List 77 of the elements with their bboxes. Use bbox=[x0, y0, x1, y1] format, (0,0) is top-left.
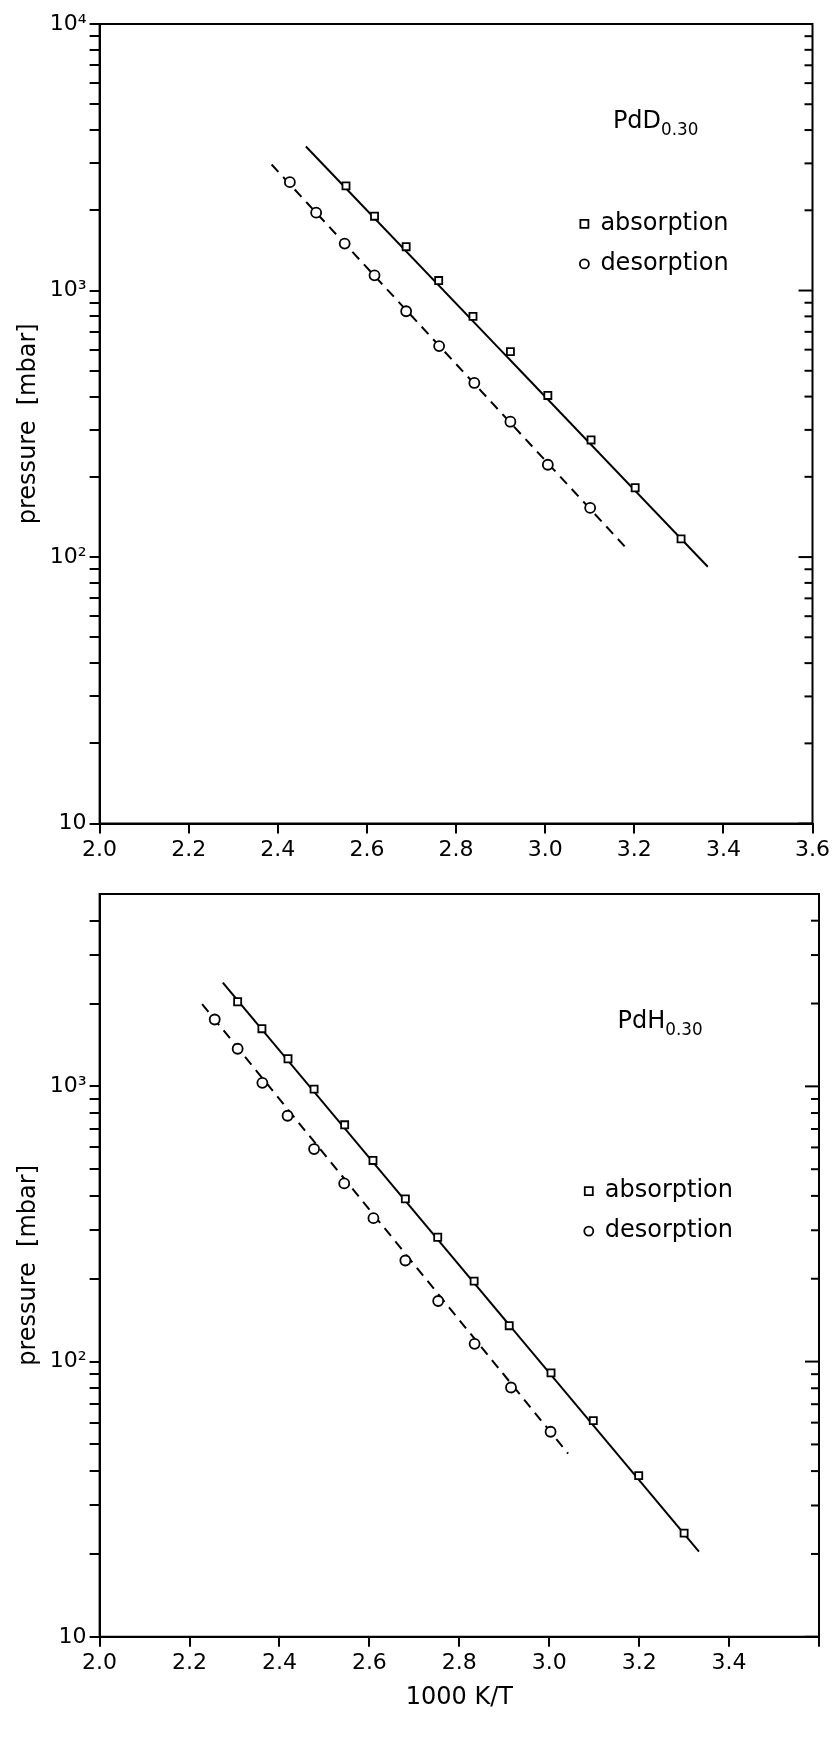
point bbox=[634, 1471, 644, 1481]
point bbox=[676, 534, 686, 544]
point bbox=[468, 377, 481, 389]
x-tick-label: 3.4 bbox=[711, 1648, 747, 1674]
legend-label: desorption bbox=[604, 1215, 734, 1244]
point bbox=[505, 1381, 517, 1394]
point bbox=[231, 1042, 244, 1055]
point bbox=[630, 483, 640, 493]
y-tick-label: 10 bbox=[58, 809, 87, 835]
point bbox=[541, 458, 554, 471]
point bbox=[544, 1425, 557, 1438]
x-tick-label: 3.6 bbox=[795, 835, 831, 861]
point bbox=[546, 1368, 556, 1378]
point bbox=[340, 1120, 350, 1130]
point bbox=[400, 305, 413, 318]
x-tick-label: 2.6 bbox=[349, 835, 385, 861]
point bbox=[434, 276, 444, 285]
x-tick-label: 3.2 bbox=[616, 835, 652, 861]
point bbox=[433, 1232, 443, 1242]
x-tick-label: 2.4 bbox=[261, 1648, 297, 1674]
point bbox=[367, 1212, 380, 1225]
point bbox=[433, 340, 446, 352]
y-tick-label: 10³ bbox=[49, 276, 87, 302]
point bbox=[399, 1254, 412, 1267]
x-tick-label: 2.2 bbox=[171, 835, 207, 861]
x-tick-label: 2.6 bbox=[351, 1648, 387, 1674]
legend-label: desorption bbox=[600, 248, 729, 277]
x-tick-label: 3.0 bbox=[527, 835, 563, 861]
point bbox=[368, 1156, 378, 1165]
point bbox=[504, 1321, 514, 1331]
point bbox=[256, 1076, 269, 1089]
point bbox=[370, 211, 379, 221]
point bbox=[233, 997, 243, 1007]
x-tick-label: 3.2 bbox=[621, 1648, 657, 1674]
point bbox=[257, 1024, 267, 1034]
point bbox=[310, 206, 323, 219]
x-tick-label: 2.2 bbox=[172, 1648, 208, 1674]
point bbox=[283, 1054, 293, 1064]
point bbox=[308, 1143, 320, 1155]
point bbox=[401, 242, 411, 252]
point bbox=[208, 1013, 221, 1026]
point bbox=[584, 501, 597, 514]
x-tick-label: 2.4 bbox=[260, 835, 296, 861]
point bbox=[281, 1109, 294, 1122]
point bbox=[468, 311, 478, 321]
point bbox=[543, 391, 553, 400]
y-tick-label: 10² bbox=[49, 542, 87, 568]
point bbox=[432, 1295, 445, 1307]
point bbox=[368, 269, 381, 282]
point bbox=[469, 1276, 479, 1286]
y-axis-title: pressure [mbar] bbox=[12, 1164, 41, 1366]
y-tick-label: 10 bbox=[58, 1622, 87, 1648]
x-tick-label: 3.4 bbox=[705, 835, 741, 861]
x-tick-label: 2.0 bbox=[82, 835, 118, 861]
point bbox=[338, 237, 351, 250]
x-tick-label: 2.8 bbox=[441, 1648, 477, 1674]
x-axis-title: 1000 K/T bbox=[405, 1681, 514, 1710]
legend-label: absorption bbox=[604, 1175, 733, 1204]
point bbox=[468, 1337, 481, 1350]
point bbox=[283, 176, 296, 189]
point bbox=[341, 181, 351, 191]
x-tick-label: 3.0 bbox=[531, 1648, 567, 1674]
point bbox=[505, 347, 515, 357]
point bbox=[309, 1084, 319, 1094]
point bbox=[586, 435, 596, 445]
point bbox=[338, 1177, 351, 1190]
point bbox=[504, 415, 517, 428]
y-tick-label: 10⁴ bbox=[49, 9, 87, 35]
y-tick-label: 10³ bbox=[49, 1072, 87, 1098]
x-tick-label: 2.8 bbox=[438, 835, 474, 861]
y-axis-title: pressure [mbar] bbox=[12, 323, 41, 525]
legend-label: absorption bbox=[600, 208, 729, 237]
y-tick-label: 10² bbox=[49, 1347, 87, 1373]
point bbox=[679, 1528, 689, 1538]
point bbox=[588, 1416, 598, 1426]
point bbox=[400, 1194, 410, 1204]
x-tick-label: 2.0 bbox=[82, 1648, 118, 1674]
